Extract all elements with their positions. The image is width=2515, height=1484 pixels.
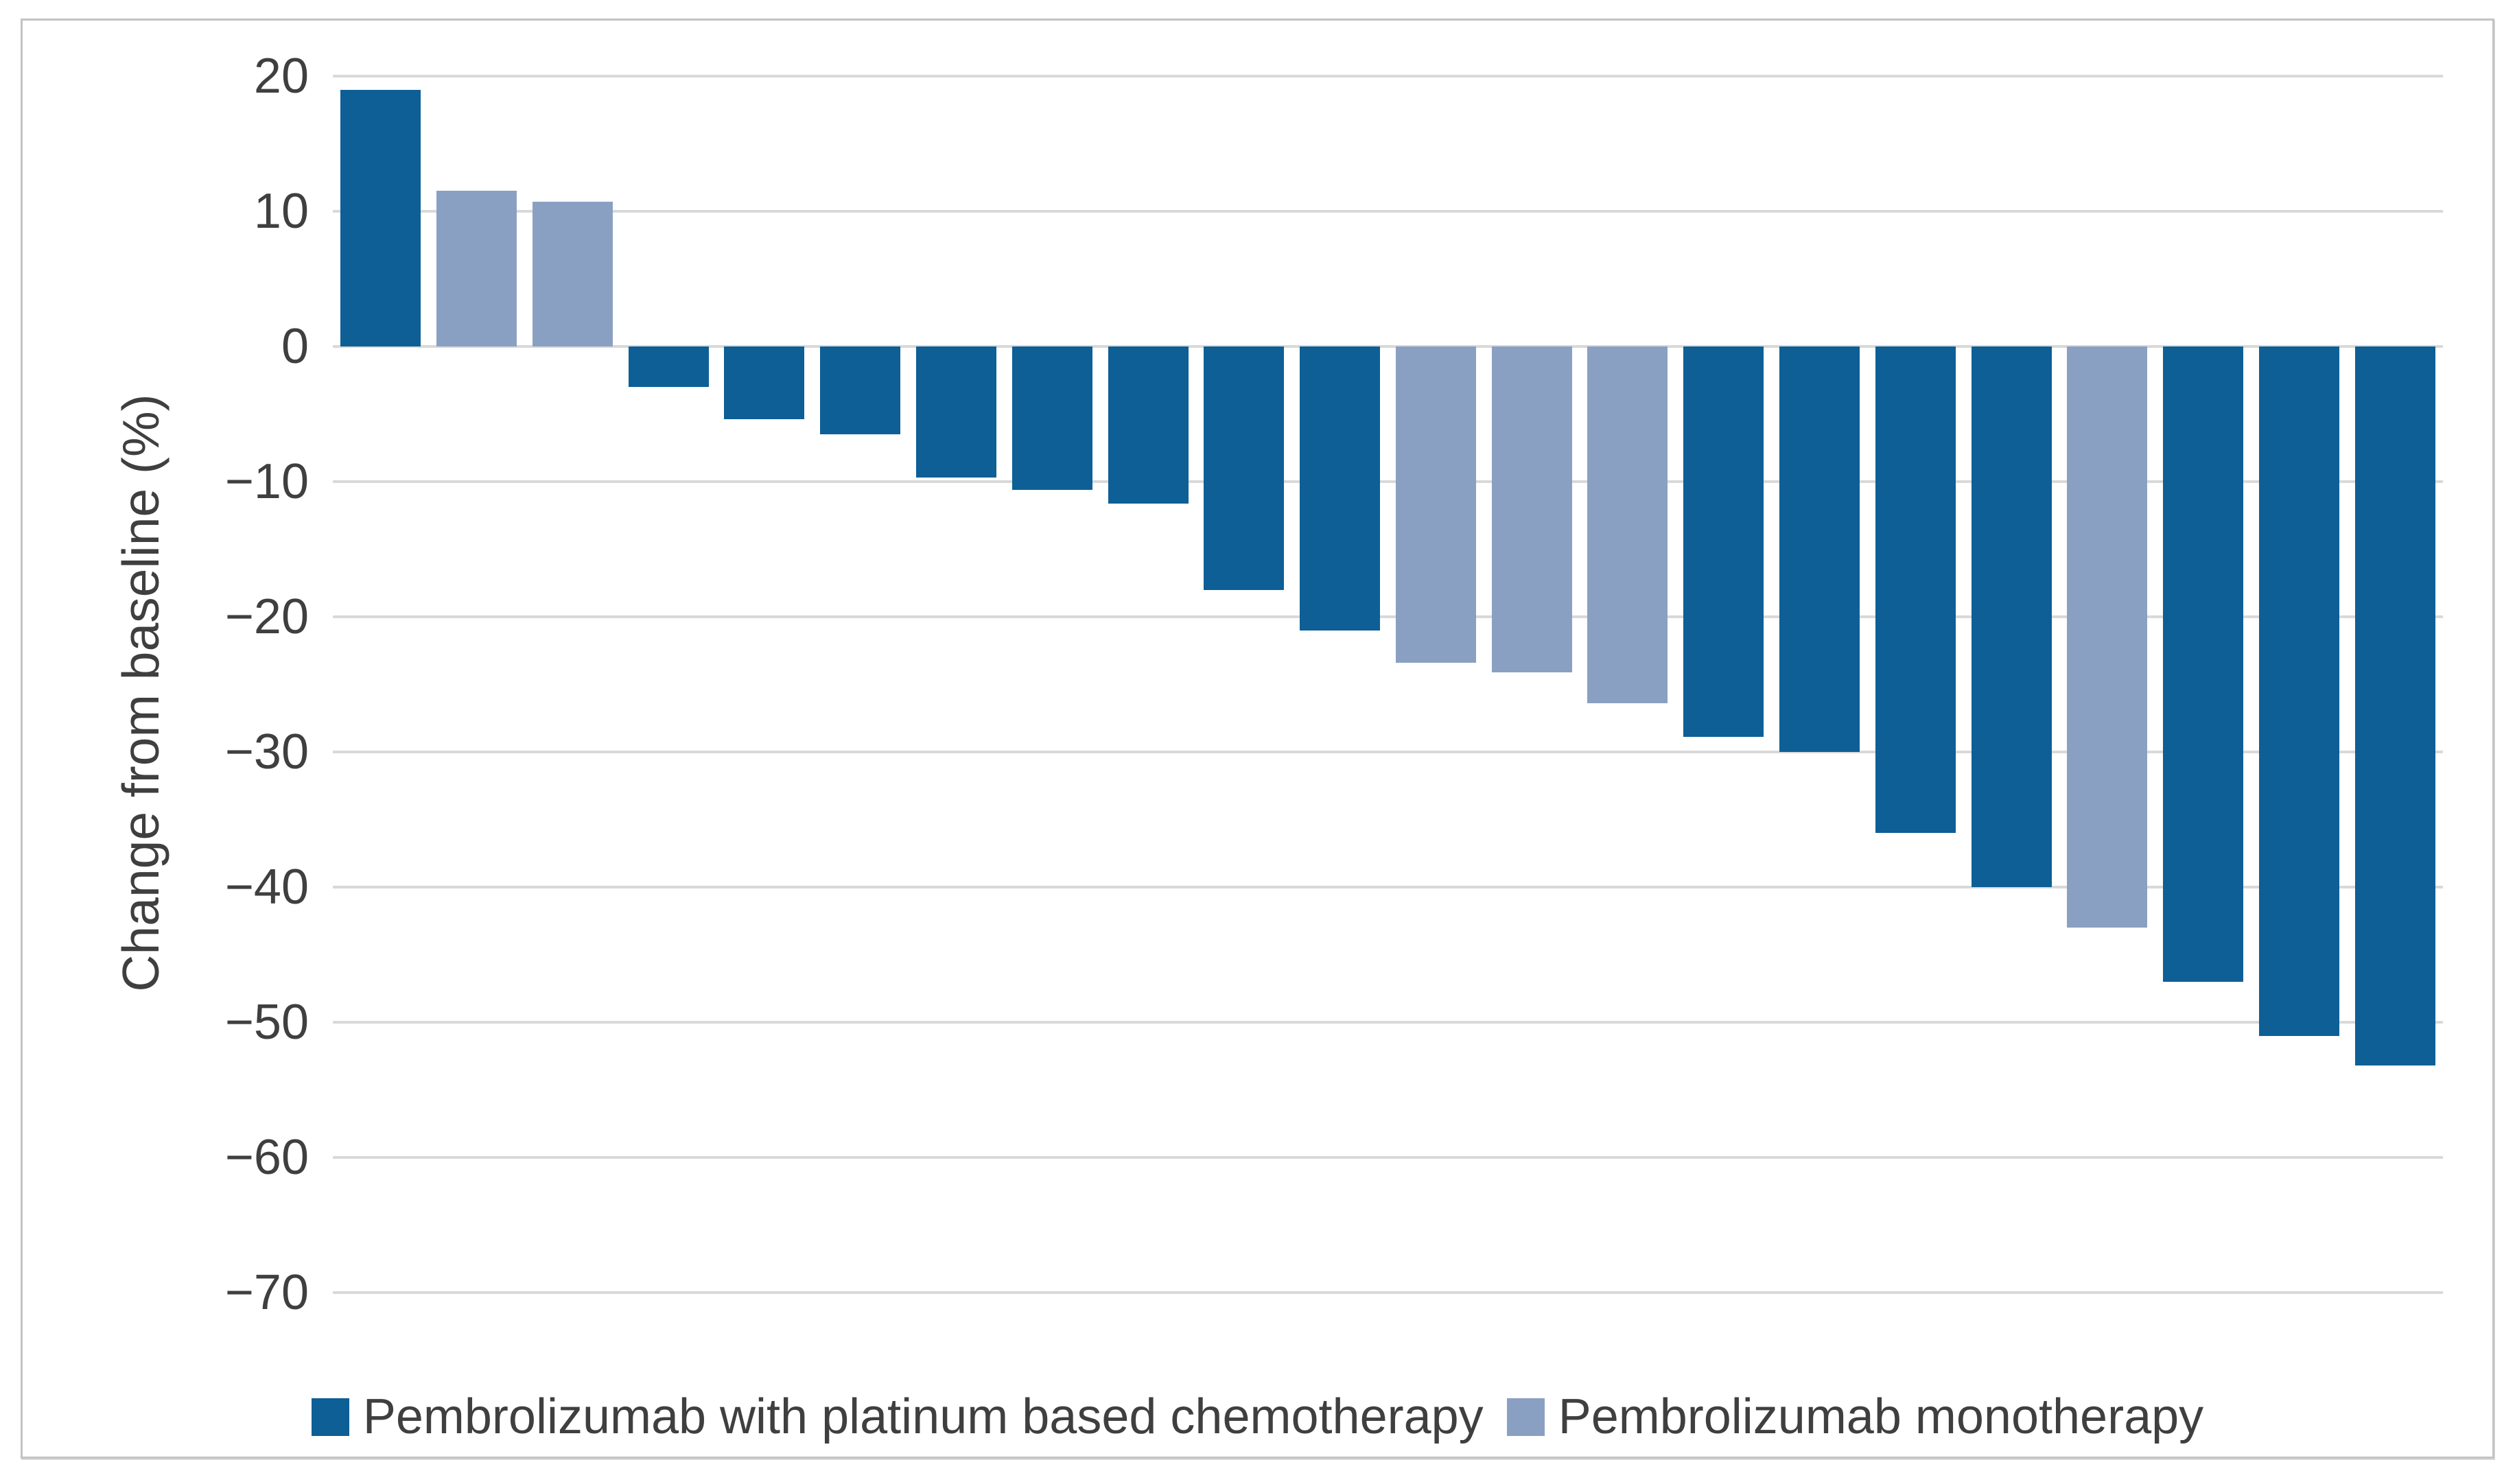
bar-patient-22: [2354, 346, 2435, 1066]
bar-patient-10: [1204, 346, 1285, 590]
combo-series-swatch-icon: [311, 1398, 349, 1436]
bar-patient-21: [2258, 346, 2339, 1036]
legend-item-mono: Pembrolizumab monotherapy: [1506, 1389, 2204, 1445]
y-gridline-−70: [333, 1291, 2443, 1294]
bar-patient-4: [628, 346, 709, 388]
y-gridline-−40: [333, 886, 2443, 888]
bar-patient-8: [1011, 346, 1092, 490]
bar-patient-5: [724, 346, 805, 420]
y-gridline-10: [333, 210, 2443, 213]
y-tick-label-20: 20: [253, 49, 309, 104]
y-tick-label-−60: −60: [224, 1130, 309, 1185]
bar-patient-19: [2067, 346, 2148, 928]
y-tick-label-−50: −50: [224, 995, 309, 1050]
y-gridline-−30: [333, 751, 2443, 753]
legend: Pembrolizumab with platinum based chemot…: [0, 1389, 2515, 1445]
y-gridline-−20: [333, 615, 2443, 618]
y-tick-label-−30: −30: [224, 725, 309, 779]
y-gridline-−50: [333, 1021, 2443, 1024]
bar-patient-17: [1875, 346, 1956, 834]
bar-patient-7: [916, 346, 997, 478]
bar-patient-1: [340, 89, 421, 346]
bar-patient-3: [532, 202, 613, 346]
y-tick-label-−20: −20: [224, 589, 309, 644]
legend-label-mono: Pembrolizumab monotherapy: [1558, 1389, 2204, 1444]
bar-patient-12: [1395, 346, 1476, 663]
bar-patient-2: [436, 191, 517, 346]
y-gridline-−60: [333, 1156, 2443, 1159]
y-gridline-0: [333, 345, 2443, 348]
y-tick-label-−10: −10: [224, 454, 309, 509]
y-tick-label-10: 10: [253, 184, 309, 239]
y-tick-label-−70: −70: [224, 1265, 309, 1320]
bar-patient-11: [1300, 346, 1381, 631]
bar-patient-13: [1491, 346, 1572, 672]
legend-label-combo: Pembrolizumab with platinum based chemot…: [362, 1389, 1484, 1444]
bar-patient-15: [1683, 346, 1764, 738]
y-gridline-−10: [333, 480, 2443, 483]
bar-patient-9: [1108, 346, 1189, 504]
bar-patient-6: [820, 346, 901, 435]
mono-series-swatch-icon: [1506, 1398, 1545, 1436]
y-tick-label-0: 0: [281, 319, 309, 374]
bar-patient-14: [1587, 346, 1668, 704]
legend-item-combo: Pembrolizumab with platinum based chemot…: [311, 1389, 1484, 1445]
y-tick-label-−40: −40: [224, 860, 309, 915]
bar-patient-20: [2163, 346, 2244, 982]
y-gridline-20: [333, 75, 2443, 78]
bar-patient-16: [1779, 346, 1860, 752]
bar-patient-18: [1971, 346, 2052, 887]
